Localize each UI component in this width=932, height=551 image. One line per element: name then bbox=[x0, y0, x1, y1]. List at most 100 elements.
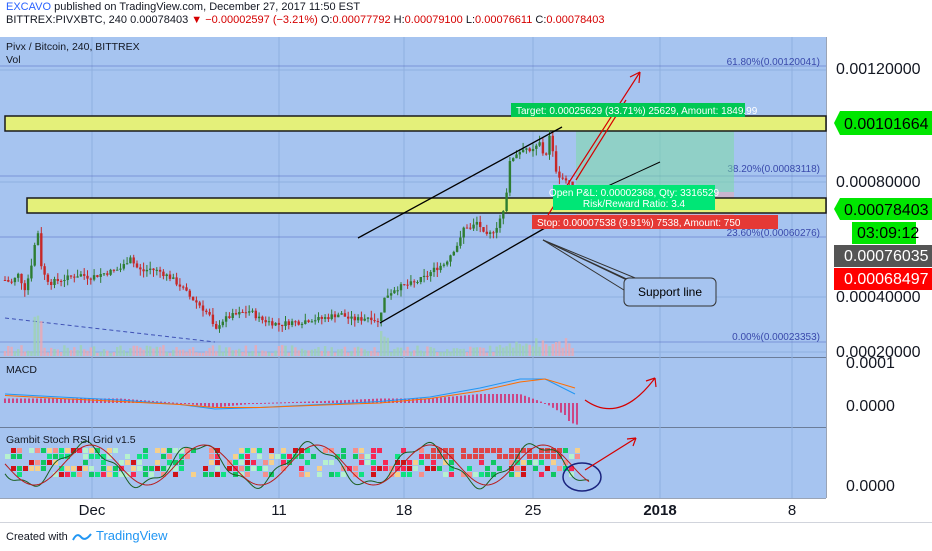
candle-body bbox=[492, 232, 495, 234]
candle-body bbox=[419, 277, 422, 283]
stoch-grid-cell bbox=[575, 454, 580, 459]
macd-histogram-bar bbox=[544, 403, 546, 404]
candle-body bbox=[274, 322, 277, 326]
macd-histogram-bar bbox=[216, 403, 218, 408]
stoch-grid-cell bbox=[173, 472, 178, 477]
stoch-grid-cell bbox=[83, 454, 88, 459]
macd-histogram-bar bbox=[64, 398, 66, 403]
stoch-grid-cell bbox=[449, 460, 454, 465]
time-tick: 25 bbox=[525, 502, 542, 519]
candle-body bbox=[86, 275, 89, 279]
price-badge-text: 0.00076035 bbox=[844, 248, 929, 265]
candle-body bbox=[129, 257, 132, 264]
resistance-trendline[interactable] bbox=[357, 126, 563, 239]
countdown-badge bbox=[852, 222, 916, 244]
stoch-grid-cell bbox=[359, 472, 364, 477]
stoch-grid-cell bbox=[47, 448, 52, 453]
volume-bar bbox=[241, 351, 244, 356]
stoch-grid-cell bbox=[59, 466, 64, 471]
volume-bar bbox=[535, 338, 538, 356]
stoch-grid-cell bbox=[329, 448, 334, 453]
support-trendline[interactable] bbox=[379, 227, 546, 324]
stoch-grid-cell bbox=[233, 454, 238, 459]
stoch-grid-cell bbox=[563, 448, 568, 453]
stoch-grid-cell bbox=[407, 460, 412, 465]
stoch-grid-cell bbox=[299, 448, 304, 453]
macd-histogram-bar bbox=[488, 394, 490, 403]
volume-bar bbox=[396, 347, 399, 356]
volume-bar bbox=[132, 345, 135, 356]
stoch-grid-cell bbox=[59, 448, 64, 453]
price-axis[interactable] bbox=[826, 37, 932, 498]
stoch-title: Gambit Stoch RSI Grid v1.5 bbox=[6, 434, 136, 446]
stoch-grid-cell bbox=[485, 448, 490, 453]
stoch-grid-cell bbox=[143, 466, 148, 471]
time-axis[interactable] bbox=[0, 498, 932, 522]
volume-bar bbox=[168, 352, 172, 356]
candle-body bbox=[175, 277, 178, 285]
volume-bar bbox=[66, 347, 69, 356]
candle-body bbox=[36, 233, 40, 246]
dashed-trendline[interactable] bbox=[4, 317, 216, 343]
stoch-grid-cell bbox=[239, 454, 244, 459]
macd-histogram-bar bbox=[124, 398, 126, 403]
author-link[interactable]: EXCAVO bbox=[6, 1, 52, 13]
stoch-grid-cell bbox=[131, 472, 136, 477]
stoch-grid-cell bbox=[479, 472, 484, 477]
macd-histogram-bar bbox=[340, 400, 342, 403]
volume-bar bbox=[172, 349, 175, 356]
candle-body bbox=[3, 280, 7, 281]
candle-body bbox=[396, 290, 399, 292]
macd-histogram-bar bbox=[68, 398, 70, 403]
support-line-callout[interactable] bbox=[623, 277, 717, 307]
candle-body bbox=[182, 286, 185, 288]
volume-bars bbox=[3, 315, 574, 356]
stoch-grid-cell bbox=[95, 454, 100, 459]
oversold-circle[interactable] bbox=[562, 462, 602, 492]
macd-pane[interactable] bbox=[0, 358, 826, 427]
candle-body bbox=[149, 268, 152, 270]
stoch-grid-cell bbox=[419, 472, 424, 477]
stoch-grid-cell bbox=[107, 472, 112, 477]
stoch-grid-cell bbox=[437, 454, 442, 459]
candle-body bbox=[162, 271, 165, 277]
volume-bar bbox=[287, 352, 290, 356]
stoch-grid-cell bbox=[359, 448, 364, 453]
macd-histogram-bar bbox=[172, 402, 174, 404]
volume-bar bbox=[442, 351, 446, 356]
candle-body bbox=[429, 272, 432, 277]
callout-text: Support line bbox=[638, 285, 702, 299]
stoch-grid-cell bbox=[353, 466, 358, 471]
countdown-text: 03:09:12 bbox=[857, 225, 919, 242]
candle-body bbox=[13, 277, 17, 283]
candle-body bbox=[224, 316, 228, 322]
stoch-forecast-arrow[interactable] bbox=[584, 437, 637, 471]
stoch-grid-cell bbox=[527, 454, 532, 459]
resistance-zone[interactable] bbox=[4, 115, 827, 132]
volume-bar bbox=[69, 350, 73, 356]
candle-body bbox=[373, 320, 376, 322]
volume-bar bbox=[281, 345, 284, 356]
macd-histogram-bar bbox=[248, 403, 250, 405]
candle-body bbox=[389, 293, 393, 296]
down-arrow-icon: ▼ bbox=[191, 14, 203, 26]
macd-histogram-bar bbox=[472, 394, 474, 403]
volume-bar bbox=[376, 352, 380, 356]
stoch-tick: 0.0000 bbox=[846, 478, 895, 495]
stoch-grid-cell bbox=[305, 472, 310, 477]
candle-body bbox=[218, 325, 221, 329]
low-label: L: bbox=[465, 14, 476, 26]
chart-canvas[interactable]: 61.80%(0.00120041) 38.20%(0.00083118) 23… bbox=[0, 28, 932, 522]
candle-body bbox=[20, 273, 23, 284]
macd-histogram-bar bbox=[508, 394, 510, 403]
macd-forecast-arrow[interactable] bbox=[584, 377, 656, 410]
stoch-grid-cell bbox=[17, 466, 22, 471]
volume-bar bbox=[538, 346, 541, 356]
volume-bar bbox=[257, 352, 261, 356]
stoch-grid-cell bbox=[107, 448, 112, 453]
volume-bar bbox=[208, 347, 211, 356]
macd-histogram-bar bbox=[28, 398, 30, 403]
candle-body bbox=[521, 149, 525, 153]
macd-histogram-bar bbox=[32, 398, 34, 403]
tradingview-link[interactable]: TradingView bbox=[72, 528, 168, 543]
